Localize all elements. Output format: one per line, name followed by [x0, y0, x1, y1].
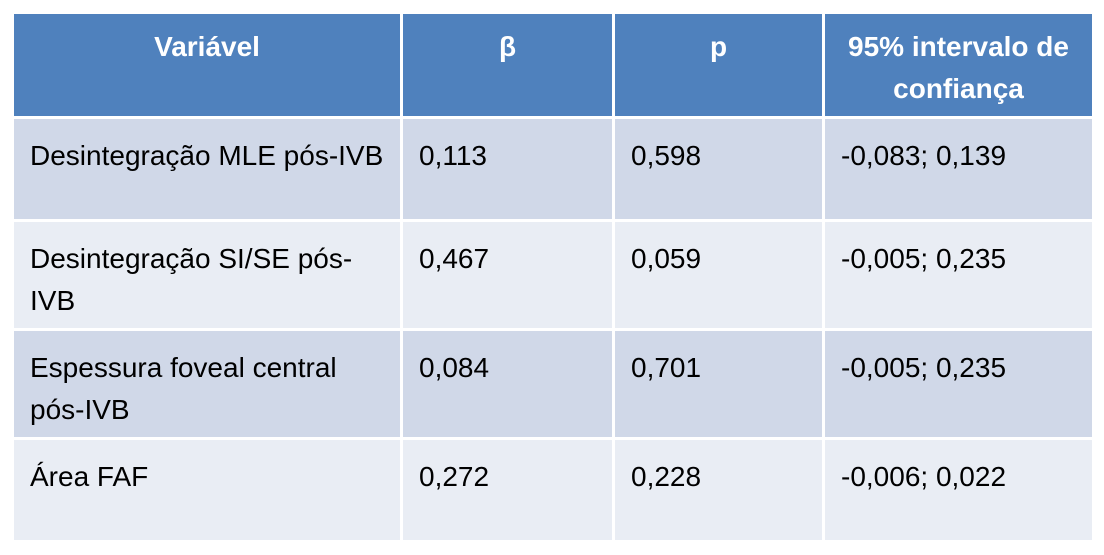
table-cell: Espessura foveal central pós-IVB	[11, 328, 403, 440]
table-cell: Desintegração MLE pós-IVB	[11, 116, 403, 222]
header-cell: β	[400, 11, 615, 119]
table-cell: 0,598	[612, 116, 825, 222]
table-cell: 0,467	[400, 219, 615, 331]
results-table: Variável β p 95% intervalo de confiança Des…	[11, 11, 1095, 543]
header-cell: p	[612, 11, 825, 119]
table-cell: -0,006; 0,022	[822, 437, 1095, 543]
table-cell: -0,005; 0,235	[822, 328, 1095, 440]
table-cell: 0,701	[612, 328, 825, 440]
table-cell: 0,228	[612, 437, 825, 543]
table-cell: 0,113	[400, 116, 615, 222]
table-row: Área FAF 0,272 0,228 -0,006; 0,022	[11, 437, 1095, 543]
header-cell: 95% intervalo de confiança	[822, 11, 1095, 119]
table-cell: Área FAF	[11, 437, 403, 543]
header-row: Variável β p 95% intervalo de confiança	[11, 11, 1095, 119]
table-cell: 0,272	[400, 437, 615, 543]
table-header: Variável β p 95% intervalo de confiança	[11, 11, 1095, 119]
header-cell: Variável	[11, 11, 403, 119]
table-body: Desintegração MLE pós-IVB 0,113 0,598 -0,08…	[11, 116, 1095, 543]
table-cell: 0,084	[400, 328, 615, 440]
table-row: Desintegração SI/SE pós-IVB 0,467 0,059 -0,…	[11, 219, 1095, 331]
table-cell: Desintegração SI/SE pós-IVB	[11, 219, 403, 331]
table-row: Desintegração MLE pós-IVB 0,113 0,598 -0,08…	[11, 116, 1095, 222]
table-cell: 0,059	[612, 219, 825, 331]
table-cell: -0,083; 0,139	[822, 116, 1095, 222]
table-row: Espessura foveal central pós-IVB 0,084 0,7…	[11, 328, 1095, 440]
table-cell: -0,005; 0,235	[822, 219, 1095, 331]
